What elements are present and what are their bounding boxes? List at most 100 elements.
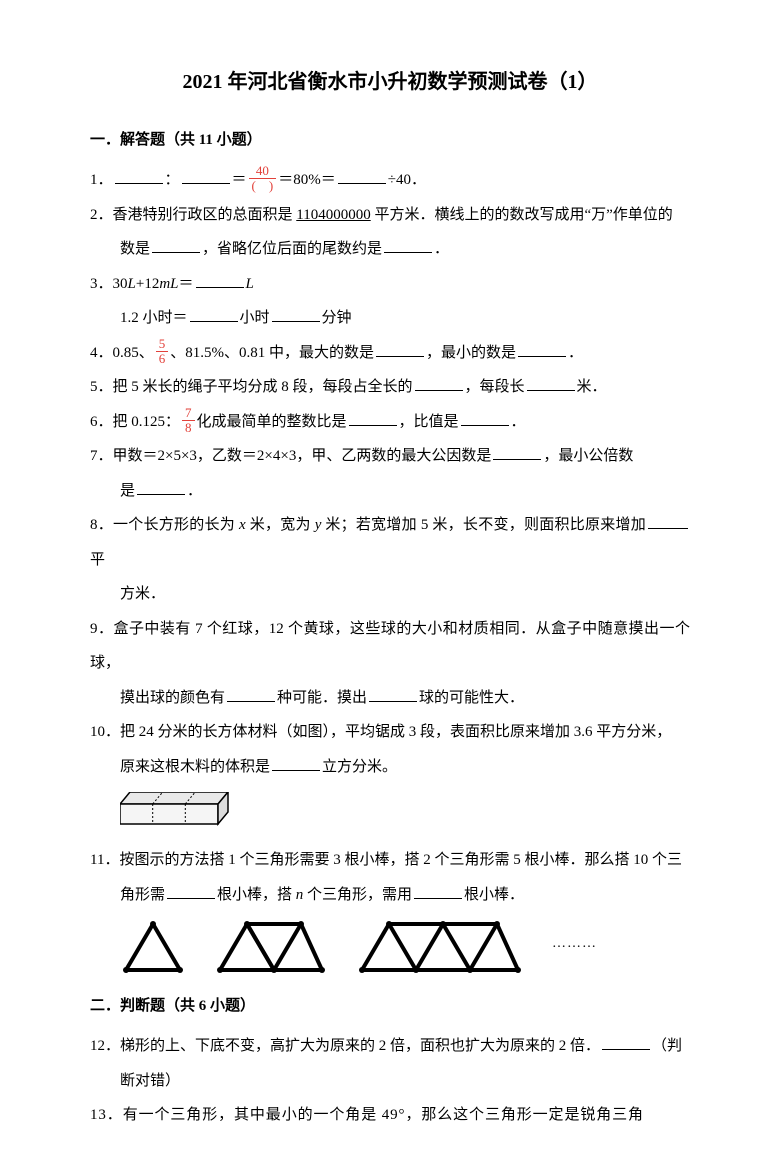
question-10: 10．把 24 分米的长方体材料（如图），平均锯成 3 段，表面积比原来增加 3… bbox=[90, 715, 690, 750]
blank bbox=[349, 411, 397, 426]
cuboid-icon bbox=[120, 792, 230, 826]
question-13: 13．有一个三角形，其中最小的一个角是 49°，那么这个三角形一定是锐角三角 bbox=[90, 1098, 690, 1133]
blank bbox=[376, 342, 424, 357]
blank bbox=[648, 514, 688, 529]
q13-text: 13．有一个三角形，其中最小的一个角是 49°，那么这个三角形一定是锐角三角 bbox=[90, 1107, 644, 1123]
q4-text: ． bbox=[568, 345, 583, 361]
q3-text: 小时 bbox=[240, 310, 270, 326]
q11-text: 根小棒． bbox=[464, 887, 524, 903]
q1-text: 1． bbox=[90, 172, 113, 188]
q5-text: 米． bbox=[577, 379, 607, 395]
fraction-den: ( ) bbox=[249, 179, 277, 193]
blank bbox=[137, 480, 185, 495]
q1-text: ＝80%＝ bbox=[278, 172, 336, 188]
q10-text: 原来这根木料的体积是 bbox=[120, 759, 270, 775]
question-6: 6．把 0.125：78化成最简单的整数比是 ，比值是 ． bbox=[90, 405, 690, 440]
q1-text: ÷40． bbox=[388, 172, 426, 188]
q9-text: 9．盒子中装有 7 个红球，12 个黄球，这些球的大小和材质相同．从盒子中随意摸… bbox=[90, 621, 690, 672]
fraction-num: 40 bbox=[249, 164, 277, 179]
q2-text: ． bbox=[434, 241, 449, 257]
q9-text: 摸出球的颜色有 bbox=[120, 690, 225, 706]
question-11: 11．按图示的方法搭 1 个三角形需要 3 根小棒，搭 2 个三角形需 5 根小… bbox=[90, 843, 690, 878]
q7-text: ． bbox=[187, 483, 202, 499]
q7-text: ，最小公倍数 bbox=[543, 448, 633, 464]
q10-text: 立方分米。 bbox=[322, 759, 397, 775]
question-4: 4．0.85、56、81.5%、0.81 中，最大的数是，最小的数是． bbox=[90, 336, 690, 371]
blank bbox=[182, 169, 230, 184]
cuboid-figure bbox=[90, 784, 690, 843]
fraction-icon: 56 bbox=[156, 337, 169, 365]
q11-text: 个三角形，需用 bbox=[303, 887, 412, 903]
q10-text: 10．把 24 分米的长方体材料（如图），平均锯成 3 段，表面积比原来增加 3… bbox=[90, 724, 671, 740]
q6-text: 6．把 0.125： bbox=[90, 414, 180, 430]
q5-text: 5．把 5 米长的绳子平均分成 8 段，每段占全长的 bbox=[90, 379, 413, 395]
q4-text: ，最小的数是 bbox=[426, 345, 516, 361]
q11-text: 角形需 bbox=[120, 887, 165, 903]
q2-text: 2．香港特别行政区的总面积是 bbox=[90, 207, 296, 223]
triangle-3-icon bbox=[356, 920, 524, 974]
q7-text: 是 bbox=[120, 483, 135, 499]
fraction-icon: 40( ) bbox=[249, 164, 277, 192]
q1-text: ＝ bbox=[232, 172, 247, 188]
underlined-number: 1104000000 bbox=[296, 207, 370, 223]
q3-text: +12 bbox=[136, 276, 159, 292]
section-1-heading: 一．解答题（共 11 小题） bbox=[90, 124, 690, 157]
italic-L: L bbox=[246, 276, 254, 292]
q9-text: 球的可能性大． bbox=[419, 690, 524, 706]
fraction-num: 7 bbox=[182, 406, 195, 421]
question-1: 1．：＝40( )＝80%＝÷40． bbox=[90, 163, 690, 198]
question-9: 9．盒子中装有 7 个红球，12 个黄球，这些球的大小和材质相同．从盒子中随意摸… bbox=[90, 612, 690, 681]
q6-text: ，比值是 bbox=[399, 414, 459, 430]
italic-mL: mL bbox=[159, 276, 178, 292]
question-7-cont: 是． bbox=[90, 474, 690, 509]
blank bbox=[414, 884, 462, 899]
q6-text: ． bbox=[511, 414, 526, 430]
question-8-cont: 方米． bbox=[90, 577, 690, 612]
blank bbox=[602, 1035, 650, 1050]
q11-text: 根小棒，搭 bbox=[217, 887, 296, 903]
ellipsis: ……… bbox=[552, 929, 597, 974]
blank bbox=[518, 342, 566, 357]
q12-text: 12．梯形的上、下底不变，高扩大为原来的 2 倍，面积也扩大为原来的 2 倍． bbox=[90, 1038, 600, 1054]
blank bbox=[369, 687, 417, 702]
blank bbox=[415, 376, 463, 391]
triangle-2-icon bbox=[214, 920, 328, 974]
fraction-den: 8 bbox=[182, 421, 195, 435]
q8-text: 方米． bbox=[120, 586, 165, 602]
page-title: 2021 年河北省衡水市小升初数学预测试卷（1） bbox=[90, 60, 690, 104]
blank bbox=[152, 238, 200, 253]
q7-text: 7．甲数＝2×5×3，乙数＝2×4×3，甲、乙两数的最大公因数是 bbox=[90, 448, 491, 464]
blank bbox=[115, 169, 163, 184]
q11-text: 11．按图示的方法搭 1 个三角形需要 3 根小棒，搭 2 个三角形需 5 根小… bbox=[90, 852, 682, 868]
question-11-cont: 角形需根小棒，搭 n 个三角形，需用根小棒． bbox=[90, 878, 690, 913]
q3-text: ＝ bbox=[179, 276, 194, 292]
blank bbox=[384, 238, 432, 253]
fraction-num: 5 bbox=[156, 337, 169, 352]
question-2: 2．香港特别行政区的总面积是 1104000000 平方米．横线上的的数改写成用… bbox=[90, 198, 690, 233]
q8-text: 米；若宽增加 5 米，长不变，则面积比原来增加 bbox=[321, 517, 646, 533]
q2-text: ，省略亿位后面的尾数约是 bbox=[202, 241, 382, 257]
question-3: 3．30L+12mL＝L bbox=[90, 267, 690, 302]
q5-text: ，每段长 bbox=[465, 379, 525, 395]
triangle-figures: ……… bbox=[90, 912, 690, 984]
question-5: 5．把 5 米长的绳子平均分成 8 段，每段占全长的 ，每段长 米． bbox=[90, 370, 690, 405]
q3-text: 1.2 小时＝ bbox=[120, 310, 188, 326]
q8-text: 8．一个长方形的长为 bbox=[90, 517, 239, 533]
blank bbox=[190, 307, 238, 322]
q4-text: 、81.5%、0.81 中，最大的数是 bbox=[170, 345, 374, 361]
blank bbox=[461, 411, 509, 426]
question-3-cont: 1.2 小时＝小时分钟 bbox=[90, 301, 690, 336]
question-7: 7．甲数＝2×5×3，乙数＝2×4×3，甲、乙两数的最大公因数是 ，最小公倍数 bbox=[90, 439, 690, 474]
q2-text: 平方米．横线上的的数改写成用“万”作单位的 bbox=[371, 207, 673, 223]
q12-text: 断对错） bbox=[120, 1073, 180, 1089]
question-10-cont: 原来这根木料的体积是 立方分米。 bbox=[90, 750, 690, 785]
fraction-den: 6 bbox=[156, 352, 169, 366]
q9-text: 种可能．摸出 bbox=[277, 690, 367, 706]
q3-text: 3．30 bbox=[90, 276, 128, 292]
question-9-cont: 摸出球的颜色有 种可能．摸出 球的可能性大． bbox=[90, 681, 690, 716]
fraction-icon: 78 bbox=[182, 406, 195, 434]
q6-text: 化成最简单的整数比是 bbox=[197, 414, 347, 430]
q12-text: （判 bbox=[652, 1038, 682, 1054]
triangle-1-icon bbox=[120, 920, 186, 974]
q2-text: 数是 bbox=[120, 241, 150, 257]
